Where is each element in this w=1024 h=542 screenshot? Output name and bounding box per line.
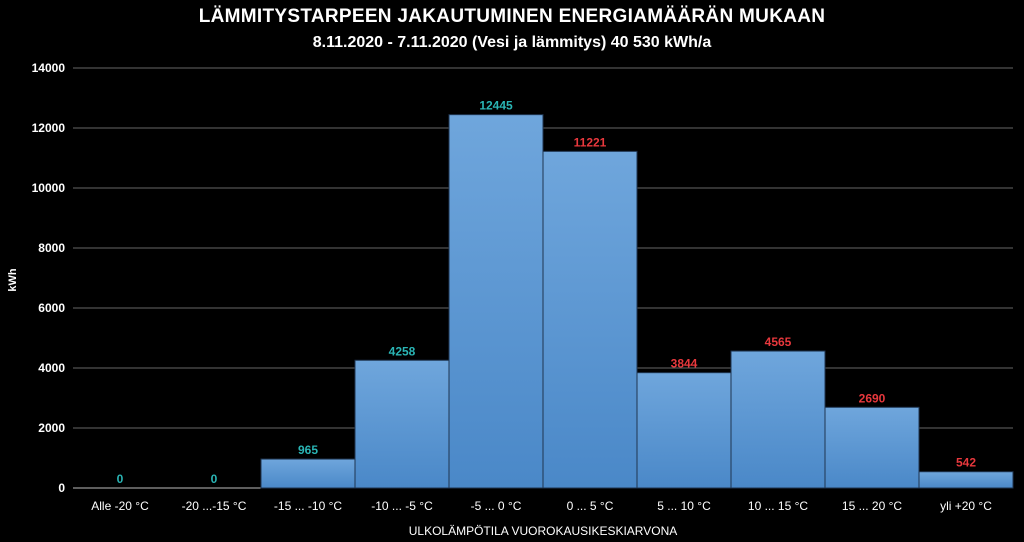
x-tick-label: -5 ... 0 °C [471,499,522,513]
data-label: 542 [956,456,976,470]
y-tick-label: 4000 [38,361,65,375]
data-label: 11221 [574,135,607,149]
y-tick-label: 0 [58,481,65,495]
bar [260,458,356,489]
x-tick-label: 15 ... 20 °C [842,499,902,513]
bar [542,150,638,489]
chart-title: LÄMMITYSTARPEEN JAKAUTUMINEN ENERGIAMÄÄR… [198,6,826,27]
x-tick-label: 0 ... 5 °C [567,499,614,513]
x-tick-label: Alle -20 °C [91,499,149,513]
x-axis-label: ULKOLÄMPÖTILA VUOROKAUSIKESKIARVONA [409,524,678,538]
bar [354,359,450,489]
x-tick-label: 10 ... 15 °C [748,499,808,513]
data-label: 12445 [479,99,513,113]
y-tick-label: 2000 [38,421,65,435]
x-tick-label: yli +20 °C [940,499,992,513]
y-axis-label: kWh [7,268,19,292]
data-label: 0 [117,472,124,486]
data-label: 2690 [859,391,886,405]
y-tick-label: 12000 [32,121,66,135]
data-label: 4258 [389,344,416,358]
x-tick-label: -20 ...-15 °C [182,499,247,513]
y-tick-label: 8000 [38,241,65,255]
y-tick-label: 14000 [32,61,66,75]
bar [918,471,1014,489]
y-tick-label: 10000 [32,181,66,195]
data-label: 3844 [671,357,698,371]
x-tick-label: 5 ... 10 °C [657,499,711,513]
chart-subtitle: 8.11.2020 - 7.11.2020 (Vesi ja lämmitys)… [312,34,712,51]
x-tick-label: -10 ... -5 °C [371,499,433,513]
data-label: 4565 [765,335,792,349]
bar [730,350,826,489]
data-label: 965 [298,443,318,457]
bar [824,406,920,489]
data-label: 0 [211,472,218,486]
y-tick-label: 6000 [38,301,65,315]
x-tick-label: -15 ... -10 °C [274,499,342,513]
bar [448,114,544,489]
bar [636,372,732,489]
